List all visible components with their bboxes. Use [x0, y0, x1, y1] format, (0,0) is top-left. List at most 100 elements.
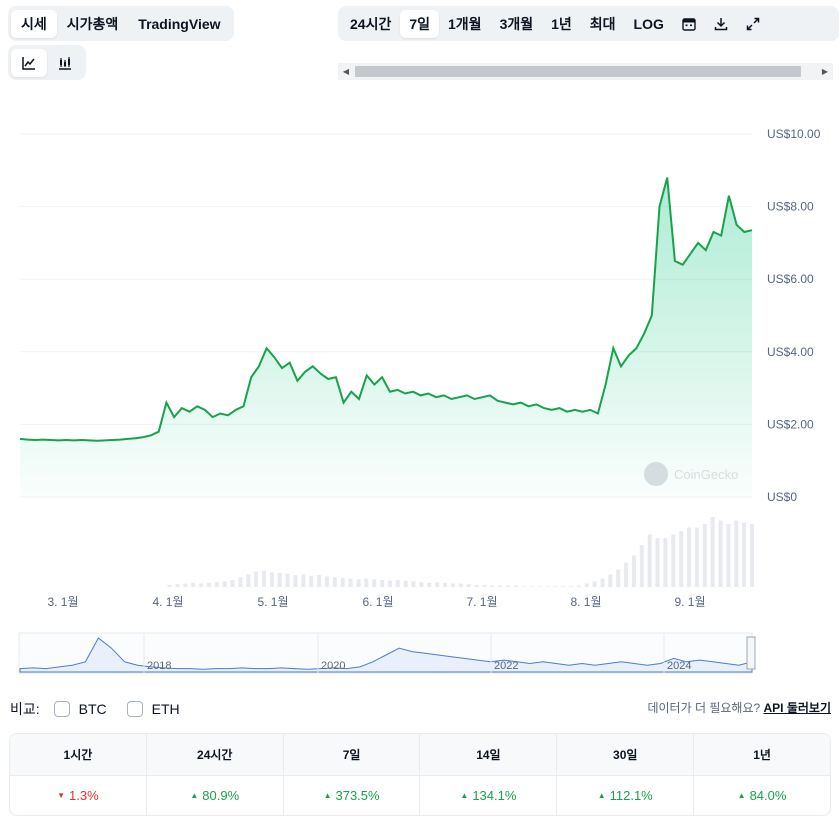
line-chart-button[interactable]	[11, 48, 47, 77]
volume-bar	[317, 575, 322, 587]
volume-bar	[663, 538, 668, 587]
range-3m[interactable]: 3개월	[499, 15, 534, 32]
y-tick-label: US$0	[767, 490, 797, 504]
tab-market-cap[interactable]: 시가총액	[66, 15, 119, 32]
range-log[interactable]: LOG	[633, 15, 664, 32]
change-30d-value: 112.1%	[609, 788, 653, 803]
volume-bar	[325, 576, 329, 587]
volume-bar	[332, 577, 337, 587]
volume-bar	[230, 580, 235, 587]
volume-bar	[639, 545, 644, 587]
volume-bar	[671, 534, 676, 587]
volume-bar	[553, 586, 558, 587]
coingecko-logo-icon	[644, 462, 668, 486]
y-tick-label: US$8.00	[767, 200, 814, 214]
volume-bar	[734, 520, 739, 587]
x-axis-labels: 3. 1월 4. 1월 5. 1월 6. 1월 7. 1월 8. 1월 9. 1월	[47, 595, 705, 609]
volume-bar	[269, 572, 274, 587]
change-7d-value: 373.5%	[335, 788, 380, 803]
expand-button[interactable]	[737, 10, 769, 38]
scrollbar-thumb[interactable]	[355, 66, 801, 77]
api-promo-text: 데이터가 더 필요해요?	[647, 701, 761, 715]
compare-eth-checkbox[interactable]	[126, 701, 143, 717]
download-icon	[714, 17, 728, 30]
volume-bar	[750, 524, 754, 587]
candlestick-chart-button[interactable]	[47, 49, 83, 77]
volume-bar	[262, 570, 266, 587]
volume-bar	[474, 584, 479, 587]
volume-bar	[545, 586, 550, 587]
volume-bar	[403, 580, 408, 587]
caret-down-icon: ▼	[57, 791, 66, 800]
coingecko-watermark: CoinGecko	[644, 462, 738, 486]
volume-bar	[529, 586, 534, 587]
x-tick-label: 5. 1월	[257, 595, 288, 609]
x-tick-label: 6. 1월	[362, 595, 393, 609]
candlestick-chart-icon	[59, 56, 71, 70]
performance-value-row: ▼ 1.3% ▲ 80.9% ▲ 373.5% ▲ 134.1% ▲ 112.1% ▲ 84…	[10, 775, 830, 815]
volume-bar	[513, 585, 518, 587]
volume-bar	[624, 562, 629, 587]
api-promo: 데이터가 더 필요해요? API 둘러보기	[647, 699, 831, 716]
range-7d[interactable]: 7일	[400, 9, 440, 38]
api-link[interactable]: API 둘러보기	[763, 701, 832, 715]
compare-eth-label[interactable]: ETH	[151, 701, 180, 717]
volume-bar	[364, 578, 369, 587]
volume-bar	[569, 586, 573, 587]
expand-icon	[746, 17, 760, 30]
change-30d: ▲ 112.1%	[557, 776, 695, 815]
volume-bar	[600, 578, 605, 587]
period-7d: 7일	[284, 734, 421, 775]
scroll-left-arrow-icon[interactable]: ◀	[342, 67, 350, 76]
volume-bar	[285, 573, 290, 587]
volume-bar	[175, 584, 180, 587]
volume-bars	[167, 517, 754, 587]
volume-bar	[309, 575, 314, 587]
y-tick-label: US$6.00	[767, 272, 814, 286]
volume-bar	[293, 575, 298, 587]
tab-tradingview[interactable]: TradingView	[138, 15, 221, 32]
range-1m[interactable]: 1개월	[448, 15, 482, 32]
navigator[interactable]: 2018 2020 2022 2024	[18, 632, 756, 674]
navigator-tick-label: 2022	[494, 660, 518, 672]
volume-bar	[616, 569, 621, 587]
volume-bar	[387, 580, 392, 587]
volume-bar	[679, 531, 684, 587]
price-chart[interactable]: US$10.00 US$8.00 US$6.00 US$4.00 US$2.00 US$0…	[0, 100, 839, 680]
caret-up-icon: ▲	[597, 791, 606, 800]
scroll-right-arrow-icon[interactable]: ▶	[821, 67, 829, 76]
range-max[interactable]: 최대	[589, 15, 616, 32]
volume-bar	[419, 582, 424, 587]
change-1h: ▼ 1.3%	[10, 776, 147, 815]
price-area	[20, 177, 752, 497]
volume-bar	[191, 582, 196, 587]
x-tick-label: 9. 1월	[674, 595, 705, 609]
calendar-button[interactable]	[673, 10, 705, 38]
compare-btc-checkbox[interactable]	[53, 701, 70, 717]
download-button[interactable]	[705, 10, 737, 38]
price-mode-tabs: 시세 시가총액 TradingView	[8, 6, 234, 41]
navigator-handle[interactable]	[746, 636, 756, 670]
volume-bar	[506, 585, 510, 587]
volume-bar	[199, 583, 203, 587]
time-range-tabs: 24시간 7일 1개월 3개월 1년 최대 LOG	[338, 6, 839, 41]
volume-bar	[726, 524, 731, 587]
tab-price[interactable]: 시세	[11, 9, 57, 38]
range-24h[interactable]: 24시간	[350, 15, 392, 32]
volume-bar	[466, 584, 471, 587]
volume-bar	[183, 583, 188, 587]
change-7d: ▲ 373.5%	[284, 776, 421, 815]
range-1y[interactable]: 1년	[551, 15, 572, 32]
y-tick-label: US$4.00	[767, 345, 814, 359]
volume-bar	[710, 517, 715, 587]
volume-bar	[608, 574, 613, 587]
x-tick-label: 3. 1월	[47, 595, 78, 609]
volume-bar	[356, 579, 361, 587]
volume-bar	[458, 583, 463, 587]
volume-bar	[647, 534, 652, 587]
compare-btc-label[interactable]: BTC	[78, 701, 107, 717]
y-axis-labels: US$10.00 US$8.00 US$6.00 US$4.00 US$2.00 US$0	[767, 127, 821, 504]
caret-up-icon: ▲	[323, 791, 332, 800]
chart-scrollbar[interactable]: ◀ ▶	[338, 63, 833, 80]
volume-bar	[521, 586, 526, 587]
